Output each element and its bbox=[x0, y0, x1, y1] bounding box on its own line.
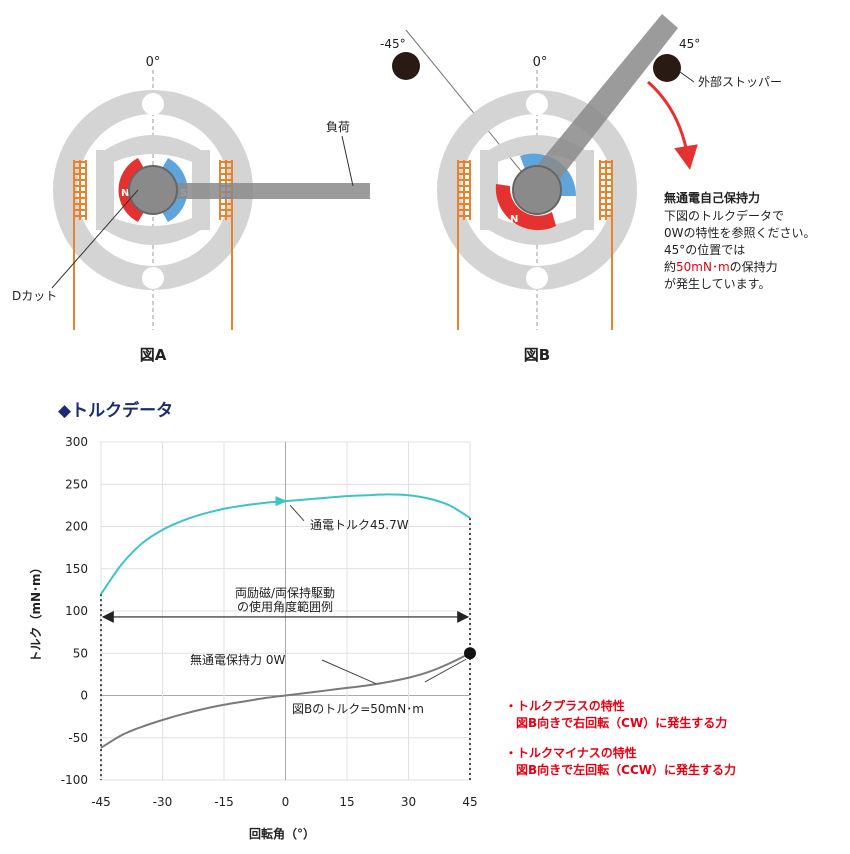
minus45-label: -45° bbox=[380, 37, 406, 51]
y-tick-label: -50 bbox=[68, 731, 88, 745]
mount-hole-top bbox=[526, 93, 548, 115]
rotor-shaft bbox=[128, 165, 178, 215]
cw-arrow bbox=[647, 80, 698, 170]
stopper-label: 外部ストッパー bbox=[698, 74, 782, 89]
load-arm bbox=[160, 183, 370, 199]
dcut-label: Dカット bbox=[12, 289, 57, 303]
stator-pole-top bbox=[105, 135, 201, 166]
energized-series-label: 通電トルク45.7W bbox=[310, 518, 409, 532]
torque-sign-notes: ・トルクプラスの特性 図B向きで右回転（CW）に発生する力 ・トルクマイナスの特… bbox=[505, 698, 736, 777]
unpowered-leader bbox=[321, 659, 377, 685]
minus-desc: 図B向きで左回転（CCW）に発生する力 bbox=[516, 762, 736, 777]
x-tick-label: 30 bbox=[401, 795, 416, 809]
point-label: 図Bのトルク=50mN･m bbox=[292, 702, 424, 716]
x-ticks: -45 -30 -15 0 15 30 45 bbox=[91, 795, 477, 809]
stator-pole-right bbox=[576, 150, 594, 230]
y-ticks: 300 250 200 150 100 50 0 -50 -100 bbox=[61, 435, 88, 787]
load-leader bbox=[341, 135, 354, 187]
y-tick-label: -100 bbox=[61, 773, 88, 787]
x-axis-label: 回転角（°） bbox=[249, 826, 315, 841]
x-tick-label: 45 bbox=[462, 795, 477, 809]
stopper-plus45 bbox=[653, 54, 681, 82]
dcut-leader bbox=[51, 189, 139, 289]
energized-leader bbox=[289, 504, 305, 522]
point-leader bbox=[424, 658, 467, 683]
section-title: ◆トルクデータ bbox=[58, 400, 173, 421]
load-arm-rotated bbox=[525, 14, 678, 198]
y-axis-label: トルク（mN･m） bbox=[28, 561, 43, 662]
stopper-minus45 bbox=[392, 52, 420, 80]
mount-hole-bottom bbox=[142, 267, 164, 289]
minus-title: ・トルクマイナスの特性 bbox=[505, 745, 637, 760]
note-line4-pre: 約 bbox=[664, 259, 676, 274]
note-line4: 約50mN･mの保持力 bbox=[664, 259, 778, 274]
coil-left bbox=[73, 160, 87, 330]
stator-pole-left bbox=[96, 150, 114, 230]
rotor-shaft bbox=[512, 165, 562, 215]
torque-chart: 300 250 200 150 100 50 0 -50 -100 -45 -30 -15 0 15 30… bbox=[28, 435, 478, 841]
x-tick-label: -30 bbox=[153, 795, 173, 809]
stator-pole-left bbox=[480, 150, 498, 230]
x-tick-label: 0 bbox=[282, 795, 290, 809]
figure-a-caption: 図A bbox=[140, 346, 167, 364]
mount-hole-top bbox=[142, 93, 164, 115]
note-line5: が発生しています。 bbox=[664, 276, 770, 291]
x-tick-label: 15 bbox=[339, 795, 354, 809]
series-direction-arrow bbox=[275, 496, 288, 507]
y-tick-label: 250 bbox=[65, 477, 88, 491]
note-line2: 0Wの特性を参照ください。 bbox=[664, 225, 816, 240]
y-tick-label: 100 bbox=[65, 604, 88, 618]
plus-desc: 図B向きで右回転（CW）に発生する力 bbox=[516, 715, 727, 730]
x-tick-label: -45 bbox=[91, 795, 111, 809]
note-line3: 45°の位置では bbox=[664, 242, 745, 257]
figure-b-torque-point bbox=[464, 647, 476, 660]
series-line-unpowered bbox=[100, 652, 471, 749]
figure-b: 0° N -45° 45° 外部ストッパー bbox=[380, 14, 816, 364]
stator-pole-bottom bbox=[105, 214, 201, 245]
note-line1: 下図のトルクデータで bbox=[664, 208, 784, 223]
plus-title: ・トルクプラスの特性 bbox=[505, 698, 625, 713]
figure-a: 0° N S 負荷 Dカット bbox=[12, 55, 370, 364]
plus45-label: 45° bbox=[679, 37, 700, 51]
y-tick-label: 150 bbox=[65, 562, 88, 576]
y-tick-label: 0 bbox=[80, 689, 88, 703]
stopper-leader bbox=[679, 71, 695, 83]
y-tick-label: 200 bbox=[65, 520, 88, 534]
coil-left bbox=[457, 160, 471, 330]
unpowered-series-label: 無通電保持力 0W bbox=[190, 652, 285, 667]
range-label-line2: の使用角度範囲例 bbox=[237, 599, 333, 614]
zero-angle-label: 0° bbox=[146, 55, 161, 70]
note-line4-value: 50mN･m bbox=[676, 260, 730, 274]
y-tick-label: 50 bbox=[73, 646, 88, 660]
rotor-magnet-n bbox=[495, 184, 556, 231]
zero-angle-label: 0° bbox=[533, 55, 548, 70]
load-label: 負荷 bbox=[326, 120, 350, 134]
range-label-line1: 両励磁/両保持駆動 bbox=[235, 585, 335, 600]
x-tick-label: -15 bbox=[214, 795, 234, 809]
pole-n-label: N bbox=[121, 188, 129, 199]
figure-b-caption: 図B bbox=[524, 346, 550, 364]
note-title: 無通電自己保持力 bbox=[664, 190, 760, 205]
series-group bbox=[100, 493, 471, 749]
rotor-magnet-s bbox=[520, 153, 577, 196]
mount-hole-bottom bbox=[526, 267, 548, 289]
pole-n-label: N bbox=[510, 214, 518, 225]
note-line4-post: の保持力 bbox=[730, 259, 778, 274]
y-tick-label: 300 bbox=[65, 435, 88, 449]
coil-right bbox=[599, 160, 613, 330]
